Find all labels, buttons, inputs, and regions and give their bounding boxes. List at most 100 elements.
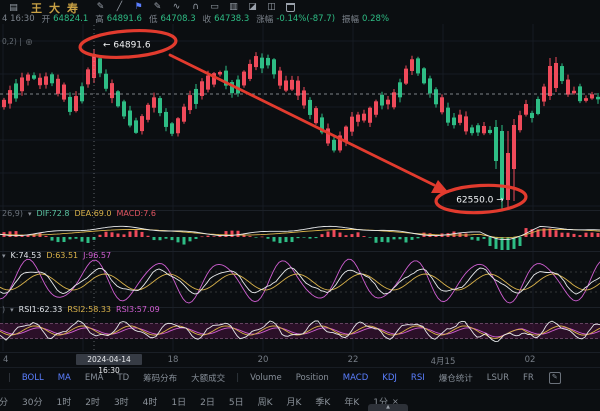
- period-3时[interactable]: 3时: [113, 397, 129, 408]
- macd-params-fragment: 26,9): [2, 209, 23, 218]
- time-tick: 4: [3, 355, 9, 365]
- indicator-toolbar: | BOLL MA EMA TD 筹码分布 大额成交 | Volume Position MACD K…: [0, 367, 600, 389]
- time-tick: 4月15: [430, 357, 456, 367]
- close-value: 64738.3: [214, 14, 250, 24]
- period-季K[interactable]: 季K: [315, 397, 331, 408]
- open-value: 64824.1: [53, 14, 89, 24]
- time-tick: 20: [257, 355, 269, 365]
- period-30分[interactable]: 30分: [22, 397, 43, 408]
- k-value: K:74.53: [10, 251, 42, 260]
- indicator-tab-筹码分布[interactable]: 筹码分布: [143, 374, 178, 384]
- high-label: 高: [95, 15, 104, 25]
- indicator-visibility-icon[interactable]: ◎: [25, 37, 33, 46]
- collapse-panel-handle[interactable]: ▲: [368, 404, 408, 411]
- amplitude-label: 振幅: [342, 15, 360, 25]
- annotate-chart-icon[interactable]: ▥: [229, 1, 238, 12]
- indicator-tab-list: | BOLL MA EMA TD 筹码分布 大额成交 | Volume Position MACD K…: [4, 372, 541, 384]
- rectangle-icon[interactable]: ▭: [210, 1, 219, 12]
- rsi2-value: RSI2:58.33: [67, 305, 112, 314]
- j-value: J:96.57: [83, 251, 112, 260]
- rsi-pane-label: ) ▾ RSI1:62.33 RSI2:58.33 RSI3:57.09: [2, 305, 165, 314]
- edit-indicators-icon[interactable]: ✎: [548, 372, 561, 384]
- drawing-toolbar: ▤ 王大寿 ✎ ╱ ⚑ ✎ ∿ ∩ ▭ ▥ ◪ ◫: [0, 0, 600, 15]
- ma-fragment-text: 0,2) |: [2, 37, 22, 46]
- indicator-tab-Volume[interactable]: Volume: [250, 373, 282, 383]
- high-value: 64891.6: [106, 14, 142, 24]
- swing-high-annotation-label: ← 64891.6: [103, 41, 151, 51]
- rsi1-value: RSI1:62.33: [18, 305, 63, 314]
- swing-low-annotation-ellipse[interactable]: [434, 183, 528, 215]
- ohlc-time: 4 16:30: [2, 14, 35, 24]
- indicator-tab-Position[interactable]: Position: [295, 373, 329, 383]
- period-1日[interactable]: 1日: [171, 397, 187, 408]
- close-label: 收: [202, 15, 212, 25]
- swing-high-annotation-ellipse[interactable]: [78, 28, 178, 61]
- period-月K[interactable]: 月K: [286, 397, 302, 408]
- kdj-pane-label: ▾ K:74.53 D:63.51 J:96.57: [2, 251, 116, 260]
- open-label: 开: [41, 15, 51, 25]
- timeframe-toolbar: 分 30分 1时 2时 3时 4时 1日 2日 5日 周K 月K 季K 年K 1分 ×: [0, 389, 600, 411]
- low-value: 64708.3: [160, 14, 196, 24]
- indicator-tab-RSI[interactable]: RSI: [410, 373, 425, 383]
- indicator-tab-MACD[interactable]: MACD: [342, 373, 369, 383]
- indicator-tab-BOLL[interactable]: BOLL: [21, 373, 44, 383]
- indicator-tab-MA[interactable]: MA: [57, 373, 71, 383]
- macd-value: MACD:7.6: [116, 209, 156, 218]
- indicator-tab-EMA[interactable]: EMA: [84, 373, 104, 383]
- ohlc-bar: 4 16:30 开 64824.1 高 64891.6 低 64708.3 收 …: [0, 14, 600, 25]
- d-value: D:63.51: [46, 251, 79, 260]
- period-5日[interactable]: 5日: [228, 397, 244, 408]
- rsi3-value: RSI3:57.09: [116, 305, 160, 314]
- time-tick: 22: [347, 355, 359, 365]
- crosshair-time-box: 2024-04-14 16:30: [76, 354, 142, 375]
- toolbar-divider: |: [236, 373, 240, 383]
- time-tick: 18: [167, 355, 179, 365]
- period-分[interactable]: 分: [0, 397, 9, 408]
- time-tick: 02: [524, 355, 536, 365]
- close-period-icon[interactable]: ×: [391, 396, 399, 406]
- low-label: 低: [148, 15, 158, 25]
- period-1时[interactable]: 1时: [56, 397, 72, 408]
- indicator-tab-FR[interactable]: FR: [523, 373, 534, 383]
- trash-icon[interactable]: [281, 1, 300, 16]
- macd-collapse-icon[interactable]: ▾: [27, 210, 32, 218]
- toolbar-divider: |: [8, 373, 11, 383]
- measure-icon[interactable]: ◫: [267, 1, 276, 12]
- dif-value: DIF:72.8: [36, 209, 70, 218]
- indicator-tab-爆仓统计[interactable]: 爆仓统计: [438, 374, 473, 384]
- magnet-icon[interactable]: ∩: [192, 1, 199, 12]
- indicator-tab-大额成交[interactable]: 大额成交: [191, 374, 226, 384]
- period-2时[interactable]: 2时: [85, 397, 100, 408]
- kdj-collapse-icon[interactable]: ▾: [2, 252, 6, 260]
- period-4时[interactable]: 4时: [142, 397, 158, 408]
- brush-icon[interactable]: ∿: [172, 1, 181, 12]
- flag-icon[interactable]: ⚑: [134, 1, 143, 12]
- indicator-tab-KDJ[interactable]: KDJ: [382, 373, 397, 383]
- drawing-tools: ✎ ╱ ⚑ ✎ ∿ ∩ ▭ ▥ ◪ ◫: [91, 1, 300, 16]
- menu-icon[interactable]: ▤: [9, 3, 18, 13]
- ma-settings-fragment: 0,2) | ◎: [2, 37, 32, 46]
- annotation-arrow[interactable]: [168, 53, 436, 187]
- period-2日[interactable]: 2日: [200, 397, 215, 408]
- trendline-icon[interactable]: ╱: [116, 1, 123, 12]
- user-watermark: 王大寿: [31, 2, 85, 15]
- pencil-icon[interactable]: ✎: [153, 1, 162, 12]
- time-axis[interactable]: 4 18 20 22 4月15 02 2024-04-14 16:30: [0, 352, 600, 375]
- change-value: -0.14%(-87.7): [276, 14, 336, 24]
- dea-value: DEA:69.0: [74, 209, 112, 218]
- chart-canvas[interactable]: ← 64891.6 62550.0 →: [0, 0, 600, 352]
- indicator-tab-LSUR[interactable]: LSUR: [486, 373, 510, 383]
- rsi-params-fragment: ): [2, 305, 6, 314]
- edit-note-icon[interactable]: ✎: [96, 1, 105, 12]
- amplitude-value: 0.28%: [362, 14, 390, 24]
- period-1分[interactable]: 1分: [373, 397, 388, 408]
- change-label: 涨幅: [256, 15, 274, 25]
- eraser-icon[interactable]: ◪: [248, 1, 257, 12]
- indicator-tab-TD[interactable]: TD: [117, 373, 130, 383]
- period-周K[interactable]: 周K: [257, 397, 273, 408]
- annotation-arrow-head[interactable]: [431, 180, 449, 193]
- macd-pane-label: 26,9) ▾ DIF:72.8 DEA:69.0 MACD:7.6: [2, 209, 161, 218]
- rsi-collapse-icon[interactable]: ▾: [10, 306, 14, 314]
- period-年K[interactable]: 年K: [344, 397, 360, 408]
